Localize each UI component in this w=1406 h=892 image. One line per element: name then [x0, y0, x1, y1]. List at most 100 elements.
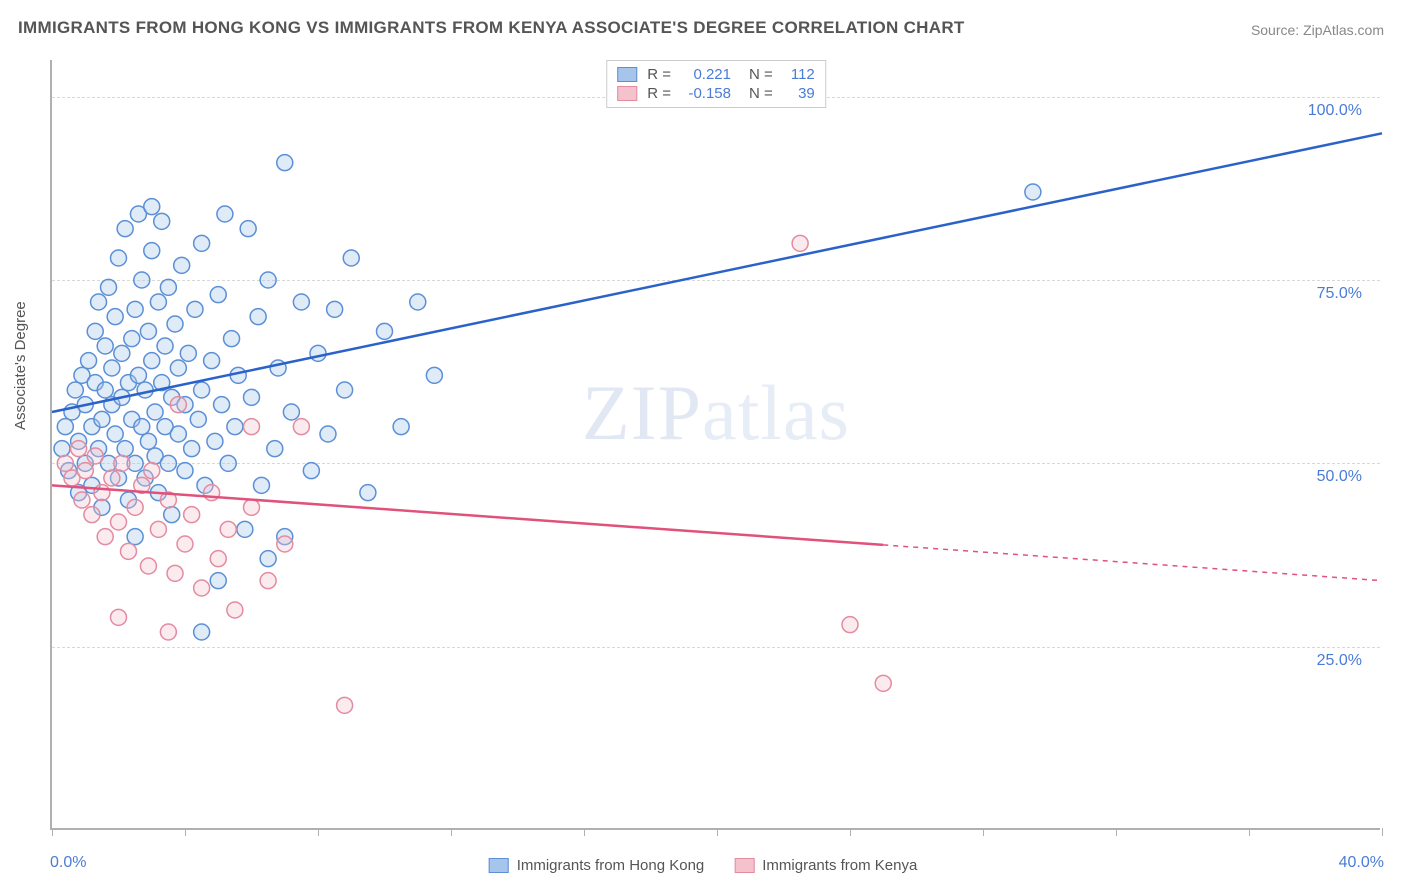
- scatter-point: [167, 565, 183, 581]
- scatter-point: [134, 419, 150, 435]
- legend-bottom: Immigrants from Hong Kong Immigrants from…: [489, 857, 918, 874]
- scatter-point: [240, 221, 256, 237]
- scatter-point: [104, 470, 120, 486]
- scatter-point: [293, 294, 309, 310]
- scatter-point: [97, 382, 113, 398]
- y-axis-title: Associate's Degree: [12, 301, 29, 430]
- scatter-point: [194, 382, 210, 398]
- scatter-point: [97, 338, 113, 354]
- scatter-point: [217, 206, 233, 222]
- scatter-point: [127, 529, 143, 545]
- scatter-point: [180, 345, 196, 361]
- scatter-point: [227, 419, 243, 435]
- scatter-point: [214, 397, 230, 413]
- scatter-point: [147, 404, 163, 420]
- scatter-point: [320, 426, 336, 442]
- scatter-point: [107, 426, 123, 442]
- scatter-point: [137, 382, 153, 398]
- scatter-point: [194, 580, 210, 596]
- legend-swatch: [734, 858, 754, 873]
- scatter-point: [104, 360, 120, 376]
- x-tick: [584, 828, 585, 836]
- scatter-point: [140, 558, 156, 574]
- scatter-point: [184, 441, 200, 457]
- scatter-point: [160, 455, 176, 471]
- scatter-point: [267, 441, 283, 457]
- scatter-point: [327, 301, 343, 317]
- legend-r-label: R =: [647, 85, 671, 102]
- x-tick: [717, 828, 718, 836]
- scatter-point: [81, 353, 97, 369]
- scatter-point: [244, 419, 260, 435]
- scatter-point: [1025, 184, 1041, 200]
- scatter-point: [77, 463, 93, 479]
- scatter-point: [224, 331, 240, 347]
- legend-swatch: [617, 86, 637, 101]
- scatter-point: [144, 353, 160, 369]
- trend-line: [52, 133, 1382, 412]
- scatter-point: [111, 514, 127, 530]
- scatter-point: [293, 419, 309, 435]
- scatter-point: [187, 301, 203, 317]
- scatter-point: [250, 309, 266, 325]
- scatter-point: [393, 419, 409, 435]
- scatter-point: [120, 543, 136, 559]
- x-tick: [1382, 828, 1383, 836]
- scatter-point: [207, 433, 223, 449]
- scatter-point: [360, 485, 376, 501]
- scatter-point: [114, 455, 130, 471]
- scatter-point: [337, 697, 353, 713]
- scatter-point: [154, 213, 170, 229]
- scatter-point: [124, 331, 140, 347]
- scatter-point: [67, 382, 83, 398]
- scatter-point: [260, 573, 276, 589]
- legend-r-value: 0.221: [681, 66, 731, 83]
- legend-bottom-item: Immigrants from Kenya: [734, 857, 917, 874]
- chart-title: IMMIGRANTS FROM HONG KONG VS IMMIGRANTS …: [18, 18, 965, 38]
- scatter-point: [220, 521, 236, 537]
- scatter-point: [87, 448, 103, 464]
- x-tick: [318, 828, 319, 836]
- legend-n-label: N =: [749, 66, 773, 83]
- scatter-point: [842, 617, 858, 633]
- scatter-point: [210, 573, 226, 589]
- scatter-point: [244, 499, 260, 515]
- x-tick: [52, 828, 53, 836]
- scatter-point: [71, 441, 87, 457]
- x-tick: [451, 828, 452, 836]
- legend-swatch: [489, 858, 509, 873]
- scatter-point: [111, 609, 127, 625]
- scatter-point: [244, 389, 260, 405]
- trend-line-dashed: [883, 545, 1382, 581]
- legend-series-label: Immigrants from Kenya: [762, 857, 917, 874]
- scatter-point: [204, 353, 220, 369]
- scatter-point: [174, 257, 190, 273]
- scatter-point: [283, 404, 299, 420]
- legend-series-label: Immigrants from Hong Kong: [517, 857, 705, 874]
- x-tick: [850, 828, 851, 836]
- scatter-point: [170, 397, 186, 413]
- scatter-point: [277, 155, 293, 171]
- scatter-point: [57, 419, 73, 435]
- scatter-point: [310, 345, 326, 361]
- legend-top-row: R =-0.158N =39: [617, 84, 815, 103]
- legend-top-row: R =0.221N =112: [617, 65, 815, 84]
- x-tick-label-max: 40.0%: [1339, 854, 1384, 872]
- scatter-point: [167, 316, 183, 332]
- legend-n-label: N =: [749, 85, 773, 102]
- scatter-point: [134, 272, 150, 288]
- scatter-point: [194, 235, 210, 251]
- chart-svg: [52, 60, 1380, 828]
- legend-r-value: -0.158: [681, 85, 731, 102]
- scatter-point: [57, 455, 73, 471]
- scatter-point: [130, 367, 146, 383]
- scatter-point: [74, 492, 90, 508]
- scatter-point: [184, 507, 200, 523]
- scatter-point: [150, 521, 166, 537]
- scatter-point: [140, 323, 156, 339]
- scatter-point: [164, 507, 180, 523]
- scatter-point: [157, 338, 173, 354]
- scatter-point: [260, 551, 276, 567]
- x-tick: [185, 828, 186, 836]
- scatter-point: [227, 602, 243, 618]
